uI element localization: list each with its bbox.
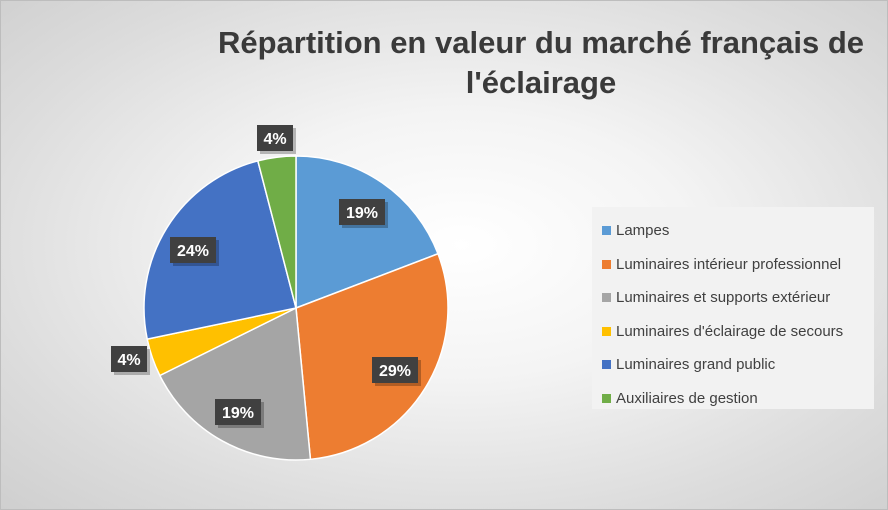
data-label-text: 4% (263, 131, 286, 148)
legend-label: Auxiliaires de gestion (616, 389, 758, 407)
data-label-text: 24% (177, 243, 209, 260)
pie-slice-6 (256, 155, 297, 309)
data-label-6: 4% (257, 125, 296, 154)
chart-title: Répartition en valeur du marché français… (217, 25, 865, 100)
legend-item: Auxiliaires de gestion (592, 382, 874, 416)
legend-label: Luminaires et supports extérieur (616, 289, 831, 307)
legend-item: Luminaires d'éclairage de secours (592, 315, 874, 349)
legend-label: Luminaires grand public (616, 356, 776, 374)
data-label-text: 19% (346, 205, 378, 222)
data-label-text: 29% (379, 363, 411, 380)
data-label-1: 19% (339, 199, 388, 228)
legend-swatch (602, 360, 611, 370)
legend-label: Lampes (616, 222, 670, 240)
data-label-2: 29% (372, 357, 421, 386)
data-label-5: 24% (170, 237, 219, 266)
legend-item: Luminaires et supports extérieur (592, 281, 874, 315)
legend-label: Luminaires d'éclairage de secours (616, 322, 844, 340)
data-label-3: 19% (215, 399, 264, 428)
legend-swatch (602, 259, 611, 269)
pie-slice-1 (295, 155, 439, 310)
legend-swatch (602, 393, 611, 403)
legend-item: Lampes (592, 214, 874, 248)
pie-slice-2 (295, 252, 449, 461)
legend: Lampes Luminaires intérieur professionnel… (592, 207, 874, 409)
legend-swatch (602, 226, 611, 236)
legend-swatch (602, 293, 611, 303)
legend-swatch (602, 326, 611, 336)
legend-item: Luminaires grand public (592, 348, 874, 382)
pie-slice-5 (143, 159, 297, 341)
legend-label: Luminaires intérieur professionnel (616, 255, 842, 273)
data-label-text: 19% (222, 405, 254, 422)
data-label-text: 4% (117, 352, 140, 369)
data-label-4: 4% (111, 346, 150, 375)
legend-item: Luminaires intérieur professionnel (592, 248, 874, 282)
pie-slice-3 (158, 306, 312, 461)
